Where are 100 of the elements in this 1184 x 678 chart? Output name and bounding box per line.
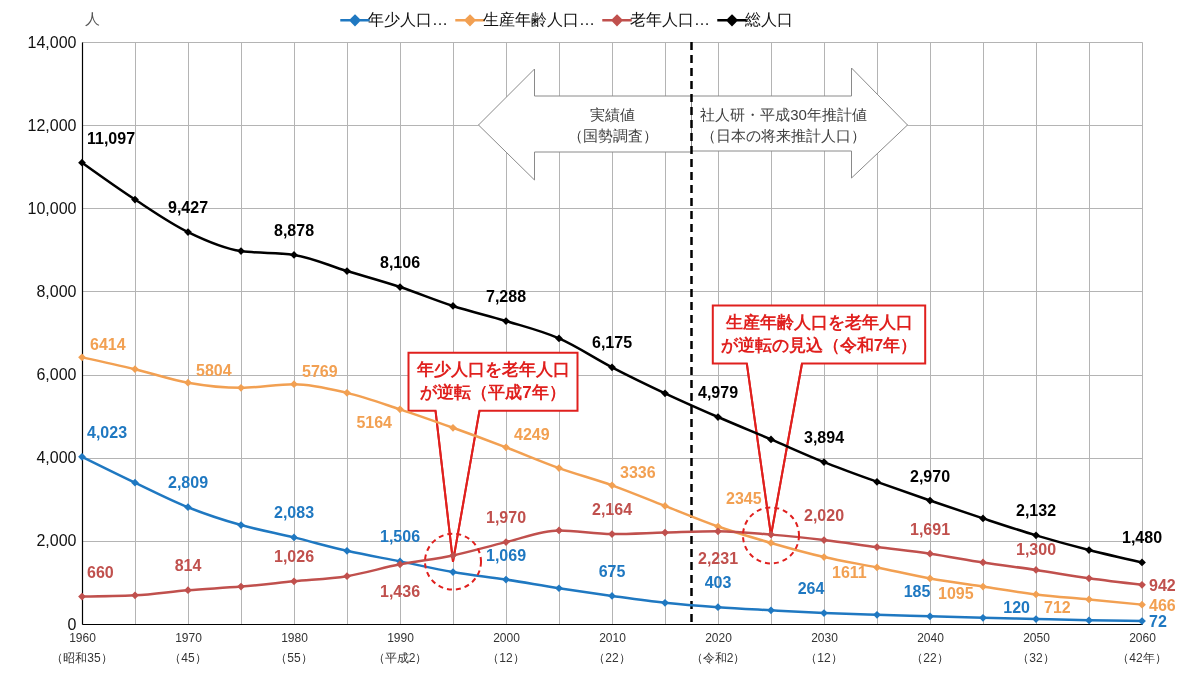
x-tick-label: 1970 [175,630,203,645]
point [979,558,987,567]
text: （55） [275,651,313,665]
point [396,405,404,414]
point [343,388,351,397]
point [608,481,616,490]
point [78,452,86,461]
point [979,582,987,591]
annotation: 実績値（国勢調査） [567,105,658,144]
text: （22） [911,651,949,665]
y-tick-label: 0 [67,615,77,633]
text: （昭和35） [51,651,113,665]
data-label: 8,878 [273,221,315,239]
point [555,584,563,593]
point [1085,616,1093,625]
point [343,572,351,581]
data-label: 1,300 [1015,540,1057,558]
data-label: 2345 [726,489,762,507]
point [237,582,245,591]
data-label: 942 [1149,576,1176,594]
point [661,528,669,537]
point [290,533,298,542]
data-label: 675 [598,562,626,580]
point [449,551,457,560]
data-label: 4249 [514,426,550,444]
data-label: 1,480 [1121,529,1163,547]
y-tick-label: 2,000 [36,532,77,550]
x-tick-label: 2050 [1023,630,1051,645]
point [767,435,775,444]
data-label: 1,970 [485,509,527,527]
point [926,549,934,558]
point [131,591,139,600]
text: （22） [593,651,631,665]
point [661,389,669,398]
data-label: 2,020 [803,507,845,525]
point [131,365,139,374]
data-label: 1,436 [379,583,421,601]
data-label: 4,023 [87,423,128,441]
point [608,363,616,372]
point [1138,600,1146,609]
point [979,613,987,622]
point [555,334,563,343]
point [767,606,775,615]
point [502,443,510,452]
data-label: 814 [174,557,202,575]
y-tick-label: 10,000 [27,199,77,217]
point [131,478,139,487]
point [714,603,722,612]
point [873,563,881,572]
text: （平成2） [372,651,428,665]
data-label: 2,809 [167,474,209,492]
text: （45） [169,651,207,665]
point [979,514,987,523]
data-label: 1,506 [379,528,421,546]
point [78,158,86,167]
point [1138,558,1146,567]
text: （42年） [1117,651,1167,665]
data-label: 6,175 [591,334,633,352]
data-label: 2,132 [1015,502,1057,520]
data-label: 1,691 [909,520,951,538]
legend-label: 年少人口… [368,11,448,29]
data-label: 3336 [620,464,656,482]
legend-label: 生産年齢人口… [483,11,595,29]
point [78,353,86,362]
data-label: 5804 [196,361,232,379]
point [131,195,139,204]
text: （12） [805,651,843,665]
point [237,384,245,392]
point [184,503,192,512]
x-tick-label: 2030 [811,630,839,645]
data-label: 466 [1149,596,1176,614]
data-label: 403 [704,574,732,592]
data-label: 5164 [356,414,393,432]
data-label: 712 [1044,599,1071,617]
annotation: 社人研・平成30年推計値（日本の将来推計人口） [700,105,867,144]
text: （32） [1017,651,1055,665]
point [290,577,298,586]
data-label: 7,288 [485,288,527,306]
data-label: 2,231 [697,550,739,568]
data-label: 6414 [90,336,126,354]
x-tick-label: 1980 [281,630,309,645]
y-tick-label: 6,000 [36,366,77,384]
data-label: 3,894 [803,429,845,447]
x-tick-label: 2010 [599,630,627,645]
data-label: 2,164 [591,501,633,519]
x-tick-label: 2060 [1129,630,1157,645]
y-tick-label: 14,000 [27,33,77,51]
point [343,546,351,555]
legend-label: 老年人口… [630,11,710,29]
point [1085,574,1093,583]
data-label: 185 [903,583,931,601]
x-tick-label: 2000 [493,630,521,645]
data-label: 11,097 [87,129,136,147]
data-label: 72 [1149,613,1167,631]
data-label: 8,106 [379,254,421,272]
point [714,527,722,536]
y-tick-label: 4,000 [36,449,77,467]
point [290,380,298,389]
point [555,526,563,535]
x-tick-label: 2020 [705,630,733,645]
